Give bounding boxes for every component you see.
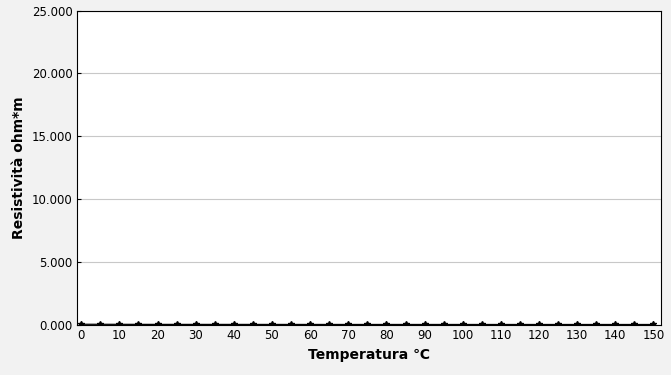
Y-axis label: Resistività ohm*m: Resistività ohm*m	[12, 96, 26, 239]
X-axis label: Temperatura ℃: Temperatura ℃	[309, 348, 430, 362]
